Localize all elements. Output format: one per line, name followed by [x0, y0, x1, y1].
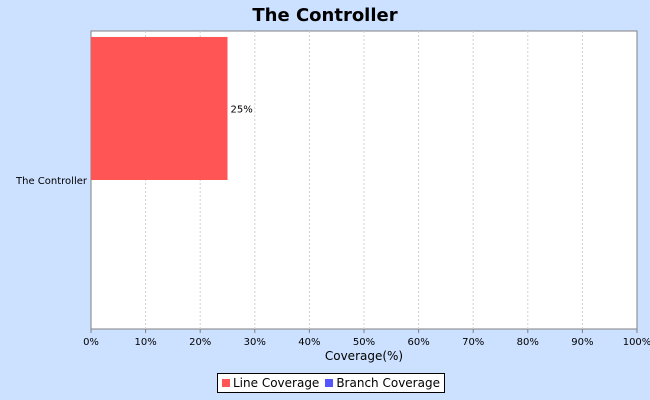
data-label: 25%: [231, 104, 253, 115]
legend-label: Branch Coverage: [336, 376, 440, 390]
x-tick-label: 70%: [462, 337, 484, 348]
legend-label: Line Coverage: [233, 376, 320, 390]
x-tick-label: 80%: [517, 337, 539, 348]
x-tick-label: 50%: [353, 337, 375, 348]
x-tick-label: 30%: [244, 337, 266, 348]
x-tick-label: 60%: [407, 337, 429, 348]
legend-item: Branch Coverage: [325, 376, 440, 390]
x-axis-label: Coverage(%): [325, 349, 403, 363]
category-label: The Controller: [15, 176, 88, 187]
bar-line-coverage: [91, 36, 228, 181]
x-tick-label: 20%: [189, 337, 211, 348]
x-tick-label: 100%: [623, 337, 650, 348]
x-tick-label: 40%: [298, 337, 320, 348]
axis-layer: 0% 10% 20% 30% 40% 50% 60% 70% 80% 90% 100% The Con…: [15, 176, 650, 348]
grid-lines: [145, 31, 583, 329]
x-tick-label: 90%: [571, 337, 593, 348]
x-tick-label: 10%: [134, 337, 156, 348]
legend-item: Line Coverage: [222, 376, 319, 390]
chart-title: The Controller: [252, 5, 398, 26]
legend-swatch: [325, 379, 334, 387]
legend-swatch: [222, 379, 230, 387]
bar-layer: 25%: [91, 36, 253, 181]
x-tick-label: 0%: [83, 337, 99, 348]
legend: Line Coverage Branch Coverage: [217, 373, 445, 393]
